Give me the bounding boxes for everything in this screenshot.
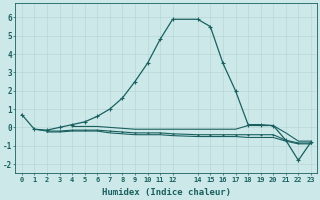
X-axis label: Humidex (Indice chaleur): Humidex (Indice chaleur): [102, 188, 231, 197]
